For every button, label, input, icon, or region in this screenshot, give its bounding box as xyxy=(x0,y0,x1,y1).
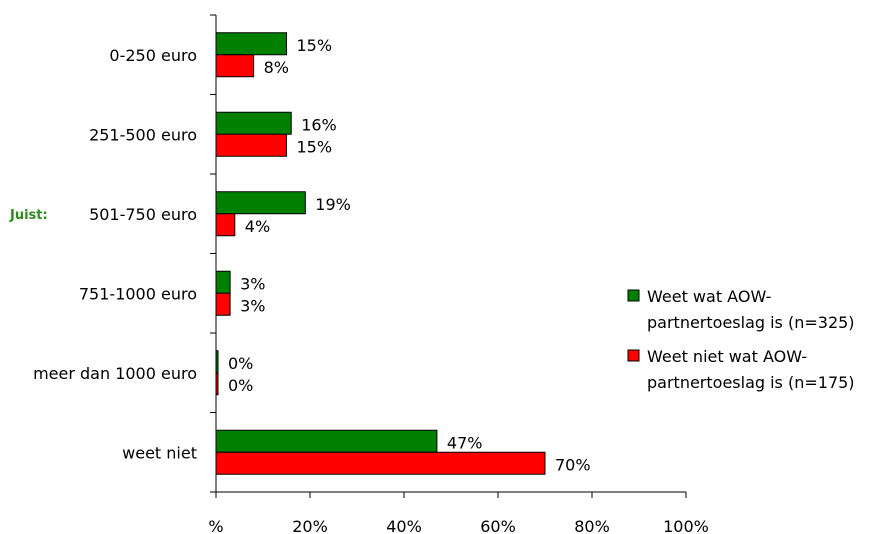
chart-legend: Weet wat AOW-partnertoeslag is (n=325) We… xyxy=(627,287,855,392)
bar-weet-niet xyxy=(215,451,546,475)
legend-swatch xyxy=(627,349,640,362)
bar-value-label: 47% xyxy=(447,433,483,452)
bar-value-label: 0% xyxy=(228,354,253,373)
bar-weet-niet xyxy=(215,213,236,237)
category-label: 501-750 euro xyxy=(89,205,197,224)
legend-label: partnertoeslag is (n=175) xyxy=(647,373,855,392)
x-tick-label: 20% xyxy=(292,517,328,534)
legend-label: Weet niet wat AOW- xyxy=(647,347,807,366)
bar-value-label: 8% xyxy=(264,58,289,77)
chart-bars xyxy=(215,32,546,475)
bar-weet xyxy=(215,429,438,453)
bar-value-label: 16% xyxy=(301,115,337,134)
chart-labels: 0-250 euro 15% 8% 251-500 euro 16% 15% 501-750… xyxy=(9,36,591,475)
category-label: 251-500 euro xyxy=(89,125,197,144)
bar-weet-niet xyxy=(215,54,255,78)
category-label: 751-1000 euro xyxy=(79,284,197,303)
bar-value-label: 0% xyxy=(228,376,253,395)
bar-value-label: 4% xyxy=(245,217,270,236)
bar-weet-niet xyxy=(215,133,287,157)
legend-label: partnertoeslag is (n=325) xyxy=(647,313,855,332)
x-tick-label: 80% xyxy=(574,517,610,534)
bar-value-label: 3% xyxy=(240,296,265,315)
category-label: weet niet xyxy=(122,443,197,462)
bar-value-label: 3% xyxy=(240,274,265,293)
legend-swatch xyxy=(627,289,640,302)
bar-value-label: 70% xyxy=(555,455,591,474)
x-tick-label: 60% xyxy=(480,517,516,534)
x-tick-label: 40% xyxy=(386,517,422,534)
bar-weet xyxy=(215,32,287,56)
bar-value-label: 15% xyxy=(297,137,333,156)
bar-weet xyxy=(215,270,231,294)
x-tick-label: 100% xyxy=(663,517,709,534)
bar-weet-niet xyxy=(215,292,231,316)
correct-answer-annotation: Juist: xyxy=(9,208,48,223)
bar-weet xyxy=(215,111,292,135)
bar-weet-niet xyxy=(215,372,219,396)
category-label: meer dan 1000 euro xyxy=(33,364,197,383)
x-tick-label: % xyxy=(208,517,223,534)
bar-value-label: 19% xyxy=(315,195,351,214)
chart-axes: % 20% 40% 60% 80% 100% xyxy=(208,14,709,534)
bar-weet xyxy=(215,350,219,374)
bar-weet xyxy=(215,191,306,215)
category-label: 0-250 euro xyxy=(109,46,197,65)
bar-value-label: 15% xyxy=(297,36,333,55)
legend-label: Weet wat AOW- xyxy=(647,287,771,306)
